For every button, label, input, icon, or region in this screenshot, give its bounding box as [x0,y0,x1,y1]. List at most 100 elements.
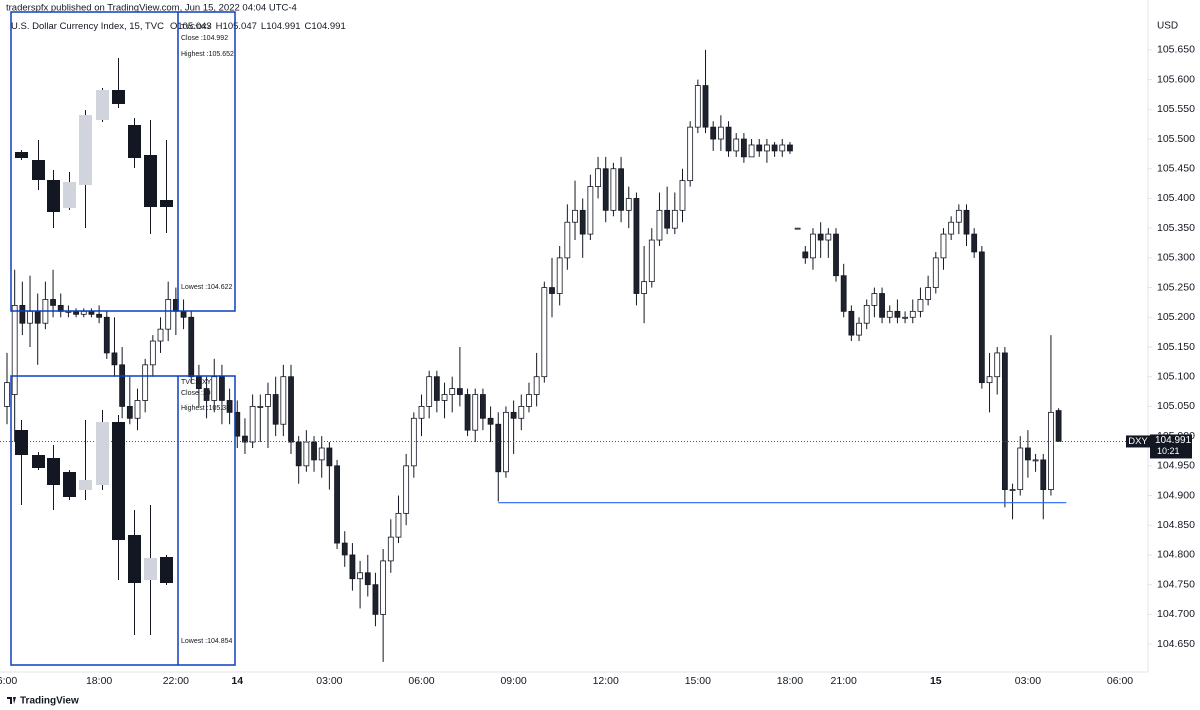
inset-candle [79,480,92,490]
y-tick-label: 105.650 [1157,44,1195,56]
y-tick-label: 105.600 [1157,73,1195,85]
y-tick-label: 105.150 [1157,341,1195,353]
legend-name: U.S. Dollar Currency Index, 15, TVC [11,21,164,32]
candle-body [449,388,456,395]
inset-lowest: Lowest :104.854 [181,638,232,645]
candle-body [971,233,978,253]
candle-body [1001,352,1008,490]
candle-body [341,542,348,556]
candle-body [733,138,740,152]
inset-highest: Highest :105.38 [181,405,230,412]
y-tick-label: 105.100 [1157,370,1195,382]
inset-candle [160,557,173,583]
candle-body [387,536,394,562]
candle-body [334,465,340,544]
candle-body [902,316,908,319]
y-tick-label: 105.500 [1157,133,1195,145]
inset-candle [112,90,125,104]
candle-body [126,406,133,419]
candle-body [725,126,732,152]
candle-body [625,198,632,211]
y-tick-label: 105.050 [1157,400,1195,412]
candle-body [27,310,33,324]
inset-lowest: Lowest :104.622 [181,284,232,291]
y-tick-label: 104.850 [1157,519,1195,531]
inset-candle [144,558,157,580]
inset-candle [96,422,109,485]
candle-body [925,287,932,300]
candle-body [395,512,402,538]
candle-body [257,406,264,408]
candle-body [955,209,962,223]
candle-body [610,168,617,211]
candle-body [817,233,824,241]
candle-body [288,376,294,443]
candle-body [618,168,624,211]
inset-candle [32,160,45,180]
x-tick-label: 6:00 [0,675,17,687]
price-tag-value: 104.991 [1155,435,1192,446]
candle-body [1025,447,1031,461]
inset-candle [47,180,60,212]
candle-body [779,144,786,152]
y-tick-label: 105.350 [1157,222,1195,234]
candle-body [318,447,325,461]
candle-body [1009,489,1016,491]
legend-key: L [261,21,266,32]
candle-body [149,340,156,366]
candle-body [403,465,410,514]
candle-body [871,293,878,306]
candle-body [380,560,387,615]
inset-candle [63,182,76,208]
candle-body [840,275,847,312]
candle-body [34,310,41,324]
y-tick-label: 105.200 [1157,311,1195,323]
candle-body [495,423,502,473]
candle-body [357,572,363,580]
inset-close: Close :10 [181,390,211,397]
candle-body [441,394,448,401]
x-tick-label: 18:00 [86,675,112,687]
candle-body [272,394,279,425]
y-tick-label: 105.400 [1157,192,1195,204]
y-tick-label: 105.300 [1157,252,1195,264]
inset-candle [32,455,45,468]
candle-body [564,221,571,259]
candle-body [963,209,970,235]
candle-body [1032,459,1039,462]
candle-body [671,209,678,229]
symbol-tag-text: DXY [1128,436,1148,447]
candle-body [771,144,778,152]
legend-value: 105.047 [223,21,257,32]
candle-body [595,168,601,187]
candle-body [740,138,747,158]
price-tag-countdown: 10:21 [1157,446,1180,456]
inset-candle [96,90,109,120]
y-tick-label: 104.950 [1157,460,1195,472]
inset-highest: Highest :105.652 [181,51,234,58]
x-tick-label: 15:00 [685,675,711,687]
candle-body [326,447,333,467]
candle-body [702,85,709,128]
legend-key: H [216,21,223,32]
y-tick-label: 104.900 [1157,489,1195,501]
x-tick-label: 21:00 [831,675,857,687]
candle-body [1040,459,1047,490]
x-tick-label: 06:00 [408,675,434,687]
candle-body [810,233,816,259]
candle-body [50,299,56,306]
candle-body [633,198,640,294]
candle-body [510,411,517,419]
candle-body [932,257,939,288]
inset-candle [63,472,76,497]
candle-body [856,322,862,336]
candle-body [879,293,885,318]
candle-body [764,144,770,152]
candle-body [73,310,79,315]
candle-body [526,394,532,407]
candle-body [572,209,578,223]
candle-body [456,388,463,395]
x-tick-label: 03:00 [1015,675,1041,687]
publisher-header: traderspfx published on TradingView.com,… [6,3,297,14]
